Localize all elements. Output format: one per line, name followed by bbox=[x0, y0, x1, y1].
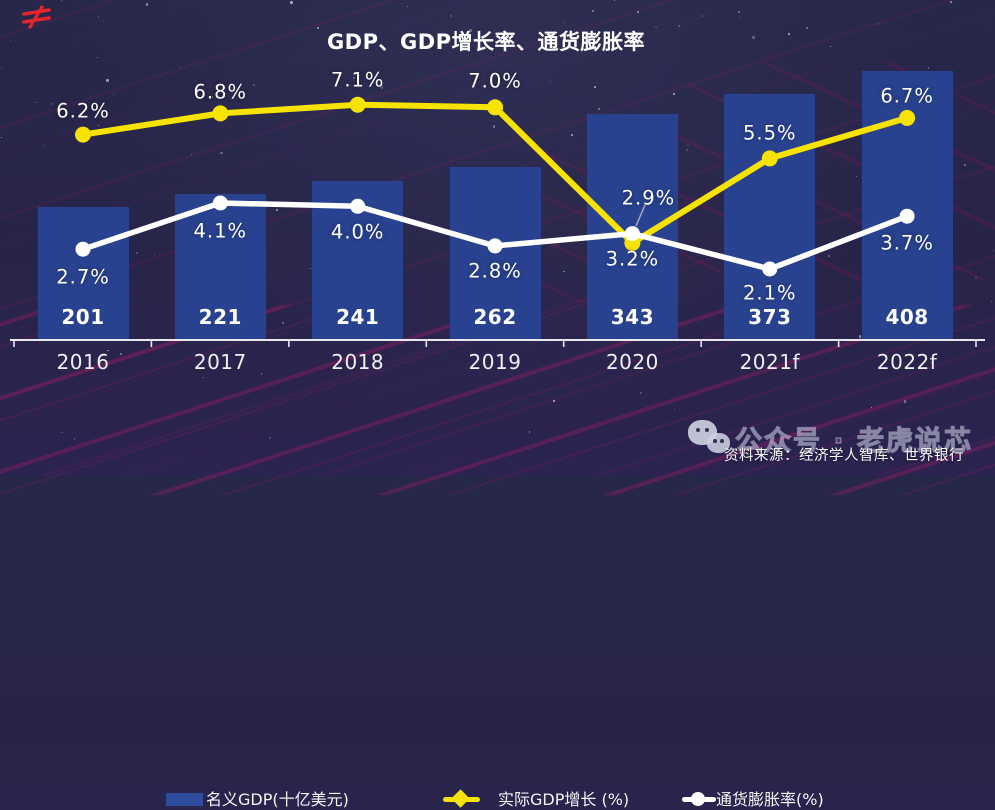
inflation-point-2016 bbox=[75, 241, 91, 257]
axis-label-2018: 2018 bbox=[331, 350, 385, 374]
axis-label-2021f: 2021f bbox=[739, 350, 801, 374]
bar-value-label-2019: 262 bbox=[473, 305, 517, 329]
bar-value-label-2018: 241 bbox=[336, 305, 380, 329]
inflation-point-2022f bbox=[899, 208, 915, 224]
gdp-growth-value-label-2022f: 6.7% bbox=[880, 84, 934, 108]
bar-2017 bbox=[174, 194, 266, 340]
inflation-value-label-2017: 4.1% bbox=[193, 219, 248, 243]
data-source-text: 资料来源：经济学人智库、世界银行 bbox=[724, 448, 964, 464]
gdp-growth-value-label-2017: 6.8% bbox=[193, 80, 248, 104]
gdp-growth-value-label-2020: 3.2% bbox=[605, 247, 660, 271]
wechat-bubble-small bbox=[707, 433, 730, 453]
inflation-point-2020 bbox=[624, 226, 640, 242]
inflation-value-label-2018: 4.0% bbox=[330, 220, 385, 244]
axis-label-2020: 2020 bbox=[605, 350, 659, 374]
chart-legend: 名义GDP(十亿美元) 实际GDP增长 (%) 通货膨胀率(%) bbox=[0, 394, 995, 809]
bar-value-label-2022f: 408 bbox=[885, 305, 929, 329]
gdp-growth-point-2022f bbox=[899, 109, 916, 126]
gdp-growth-value-label-2016: 6.2% bbox=[56, 99, 110, 123]
gdp-growth-point-2017 bbox=[212, 105, 229, 122]
bar-value-label-2016: 201 bbox=[61, 305, 105, 329]
bar-2016 bbox=[37, 207, 129, 340]
inflation-value-label-2022f: 3.7% bbox=[880, 231, 934, 255]
legend-diamond-marker-icon bbox=[451, 789, 470, 808]
inflation-value-label-2019: 2.8% bbox=[468, 259, 522, 283]
gdp-growth-value-label-2021f: 5.5% bbox=[743, 121, 797, 145]
red-slash-logo-icon bbox=[22, 5, 51, 29]
chart-area: 201 2016 221 2017 241 2018 262 2019 343 2020 373 20… bbox=[10, 68, 985, 374]
inflation-value-label-2016: 2.7% bbox=[56, 265, 110, 289]
bar-value-label-2020: 343 bbox=[610, 305, 655, 329]
inflation-point-2019 bbox=[487, 238, 503, 254]
watermark-text: 公众号 · 老虎说芯 bbox=[734, 425, 974, 457]
inflation-value-label-2021f: 2.1% bbox=[743, 281, 797, 305]
bar-value-label-2021f: 373 bbox=[748, 305, 792, 329]
legend-bar-swatch bbox=[166, 793, 203, 806]
gdp-growth-value-label-2019: 7.0% bbox=[468, 69, 522, 93]
gdp-growth-point-2018 bbox=[349, 96, 366, 113]
legend-label-inflation: 通货膨胀率(%) bbox=[716, 790, 824, 809]
chart-title: GDP、GDP增长率、通货膨胀率 bbox=[326, 30, 646, 54]
inflation-value-label-2020: 2.9% bbox=[621, 186, 676, 210]
bar-value-label-2017: 221 bbox=[198, 305, 242, 329]
inflation-point-2021f bbox=[762, 261, 778, 277]
wechat-icon bbox=[688, 418, 736, 456]
axis-label-2019: 2019 bbox=[468, 350, 522, 374]
gdp-growth-point-2021f bbox=[761, 150, 778, 167]
bar-2021f bbox=[724, 93, 816, 340]
legend-label-gdp-growth: 实际GDP增长 (%) bbox=[498, 790, 630, 809]
legend-circle-marker-icon bbox=[691, 792, 705, 806]
gdp-growth-value-label-2018: 7.1% bbox=[330, 68, 385, 92]
inflation-point-2017 bbox=[212, 195, 228, 211]
axis-label-2022f: 2022f bbox=[876, 350, 938, 374]
axis-label-2016: 2016 bbox=[56, 350, 110, 374]
axis-label-2017: 2017 bbox=[193, 350, 247, 374]
gdp-growth-point-2019 bbox=[487, 99, 504, 116]
series-plot bbox=[10, 96, 985, 347]
gdp-growth-point-2016 bbox=[75, 126, 91, 143]
label-leader-line bbox=[635, 204, 646, 227]
inflation-point-2018 bbox=[350, 198, 366, 214]
legend-label-gdp: 名义GDP(十亿美元) bbox=[206, 790, 349, 809]
bar-2019 bbox=[449, 167, 541, 340]
